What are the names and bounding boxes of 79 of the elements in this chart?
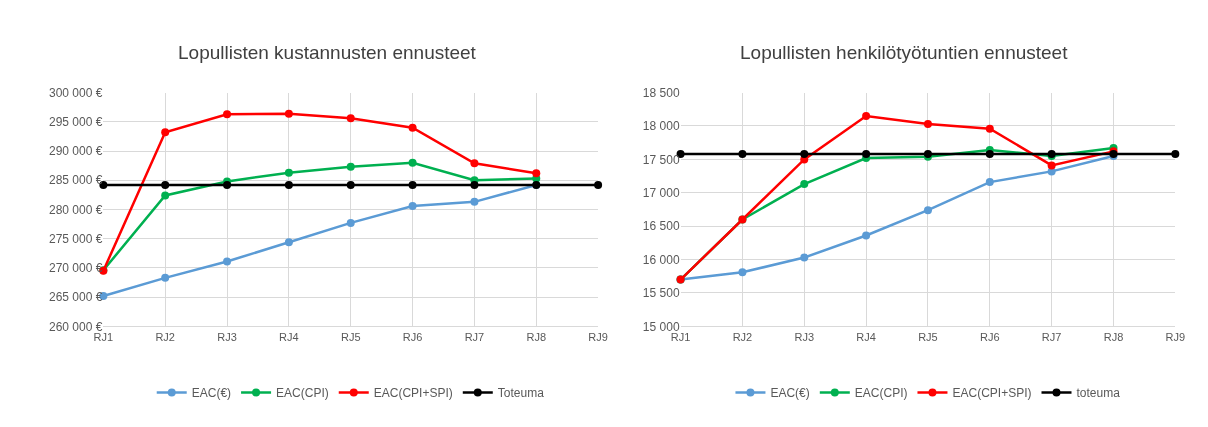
- point: [800, 150, 809, 159]
- x-tick-label: RJ2: [732, 330, 753, 343]
- x-tick-label: RJ4: [279, 330, 299, 343]
- point: [800, 180, 809, 189]
- y-tick-label: 16 500: [642, 219, 680, 234]
- point: [923, 206, 932, 215]
- point: [470, 159, 479, 168]
- point: [161, 128, 170, 137]
- point: [284, 168, 293, 177]
- point: [862, 111, 871, 120]
- point: [985, 124, 994, 133]
- y-tick-label: 300 000 €: [48, 85, 103, 100]
- x-tick-label: RJ5: [918, 330, 938, 343]
- point: [284, 180, 293, 189]
- x-tick-label: RJ6: [980, 330, 1000, 343]
- point: [1171, 150, 1180, 159]
- x-tick-label: RJ9: [1165, 330, 1186, 343]
- y-tick-label: 18 000: [642, 119, 680, 134]
- y-tick-label: 18 500: [642, 85, 680, 100]
- point: [738, 150, 747, 159]
- legend-label: EAC(€): [191, 386, 232, 401]
- point: [862, 150, 871, 159]
- y-tick-label: 16 000: [642, 252, 680, 267]
- point: [800, 253, 809, 262]
- x-tick-label: RJ9: [588, 330, 608, 343]
- point: [161, 273, 170, 282]
- point: [985, 178, 994, 187]
- point: [408, 123, 417, 132]
- y-tick-label: 265 000 €: [48, 290, 103, 305]
- x-tick-label: RJ4: [856, 330, 876, 343]
- point: [923, 119, 932, 128]
- point: [223, 110, 232, 119]
- chart-title: Lopullisten kustannusten ennusteet: [178, 42, 477, 63]
- legend-label: EAC(CPI+SPI): [373, 386, 453, 401]
- x-tick-label: RJ3: [794, 330, 815, 343]
- y-tick-label: 295 000 €: [48, 115, 103, 130]
- legend-label: EAC(CPI+SPI): [952, 386, 1032, 401]
- y-tick-label: 15 500: [642, 286, 680, 301]
- point: [346, 114, 355, 123]
- x-tick-label: RJ8: [526, 330, 547, 343]
- point: [470, 197, 479, 206]
- point: [346, 180, 355, 189]
- point: [346, 162, 355, 171]
- y-tick-label: 280 000 €: [48, 202, 103, 217]
- x-tick-label: RJ7: [464, 330, 485, 343]
- x-tick-label: RJ6: [402, 330, 423, 343]
- x-tick-label: RJ7: [1041, 330, 1062, 343]
- y-tick-label: 17 000: [642, 185, 680, 200]
- point: [985, 150, 994, 159]
- point: [408, 158, 417, 167]
- y-tick-label: 275 000 €: [48, 231, 103, 246]
- point: [161, 180, 170, 189]
- legend-label: toteuma: [1076, 386, 1121, 401]
- point: [594, 180, 603, 189]
- y-tick-label: 285 000 €: [48, 173, 103, 188]
- point: [470, 180, 479, 189]
- point: [346, 218, 355, 227]
- point: [532, 169, 541, 178]
- x-tick-label: RJ5: [340, 330, 361, 343]
- legend-label: EAC(€): [770, 386, 810, 401]
- point: [223, 257, 232, 266]
- point: [738, 268, 747, 277]
- y-tick-label: 270 000 €: [48, 261, 103, 276]
- chart-title: Lopullisten henkilötyötuntien ennusteet: [740, 42, 1069, 63]
- point: [161, 191, 170, 200]
- point: [1047, 161, 1056, 170]
- point: [284, 109, 293, 118]
- legend-label: EAC(CPI): [854, 386, 908, 401]
- y-tick-label: 17 500: [642, 152, 680, 167]
- point: [408, 180, 417, 189]
- point: [408, 201, 417, 210]
- y-tick-label: 290 000 €: [48, 144, 103, 159]
- x-tick-label: RJ8: [1103, 330, 1124, 343]
- x-tick-label: RJ3: [217, 330, 237, 343]
- x-tick-label: RJ2: [155, 330, 175, 343]
- legend-label: EAC(CPI): [276, 386, 329, 401]
- point: [284, 238, 293, 247]
- point: [862, 231, 871, 240]
- legend-label: Toteuma: [497, 386, 545, 401]
